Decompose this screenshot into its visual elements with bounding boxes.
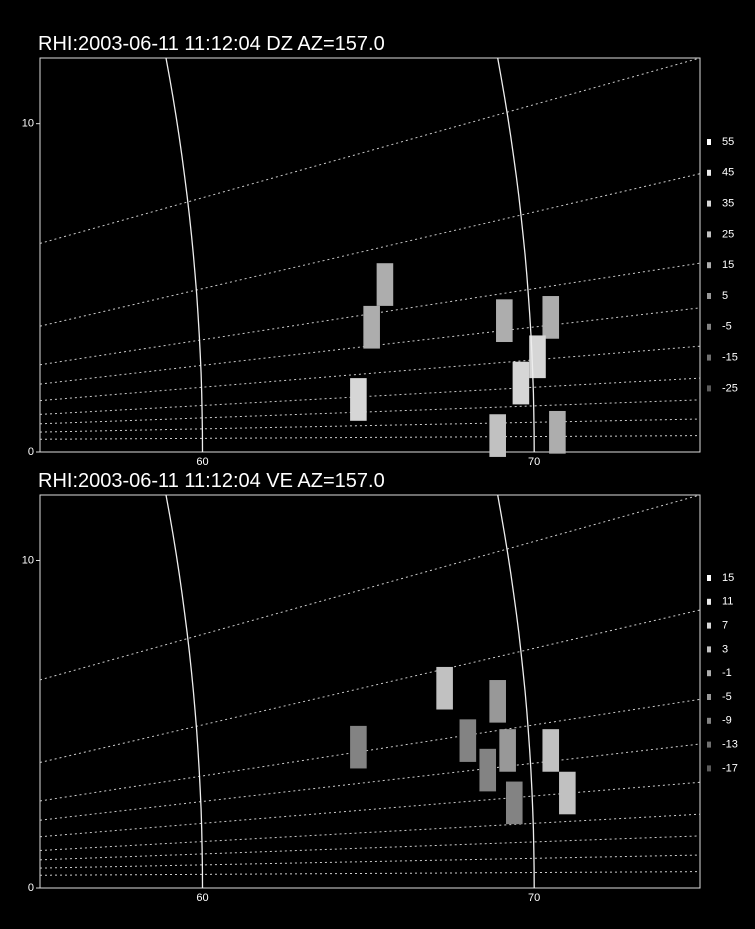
colorbar-label: -1 [722, 667, 732, 679]
colorbar-swatch [707, 670, 711, 676]
echo-cell [489, 680, 506, 723]
y-tick-label: 0 [28, 446, 34, 458]
echo-cell [542, 296, 559, 339]
colorbar-swatch [707, 231, 711, 237]
colorbar-label: 3 [722, 643, 728, 655]
colorbar-label: 15 [722, 572, 734, 584]
colorbar-label: 55 [722, 136, 734, 148]
colorbar-swatch [707, 293, 711, 299]
echo-cell [350, 378, 367, 421]
colorbar-label: -25 [722, 382, 738, 394]
echo-cell [506, 782, 523, 825]
background [0, 0, 755, 929]
y-tick-label: 10 [22, 554, 34, 566]
colorbar-label: -17 [722, 762, 738, 774]
colorbar-label: -5 [722, 691, 732, 703]
chart-title: RHI:2003-06-11 11:12:04 VE AZ=157.0 [38, 470, 385, 492]
echo-cell [496, 299, 513, 342]
colorbar-swatch [707, 742, 711, 748]
echo-cell [436, 667, 453, 710]
x-tick-label: 60 [196, 892, 208, 904]
colorbar-swatch [707, 646, 711, 652]
colorbar-swatch [707, 623, 711, 629]
colorbar-swatch [707, 139, 711, 145]
echo-cell [499, 729, 516, 772]
y-tick-label: 0 [28, 882, 34, 894]
colorbar-label: 35 [722, 198, 734, 210]
colorbar-swatch [707, 201, 711, 207]
echo-cell [559, 772, 576, 815]
colorbar-label: 7 [722, 620, 728, 632]
colorbar-swatch [707, 170, 711, 176]
colorbar-swatch [707, 262, 711, 268]
echo-cell [489, 414, 506, 457]
echo-cell [542, 729, 559, 772]
echo-cell [350, 726, 367, 769]
echo-cell [363, 306, 380, 349]
x-tick-label: 70 [528, 456, 540, 468]
colorbar-label: -15 [722, 352, 738, 364]
colorbar-label: 25 [722, 228, 734, 240]
colorbar-swatch [707, 355, 711, 361]
echo-cell [460, 719, 477, 762]
colorbar-label: -5 [722, 321, 732, 333]
x-tick-label: 70 [528, 892, 540, 904]
colorbar-swatch [707, 385, 711, 391]
radar-screen: RHI:2003-06-11 11:12:04 DZ AZ=157.060700… [0, 0, 755, 929]
colorbar-swatch [707, 575, 711, 581]
echo-cell [377, 263, 394, 306]
colorbar-label: -9 [722, 715, 732, 727]
x-tick-label: 60 [196, 456, 208, 468]
y-tick-label: 10 [22, 118, 34, 130]
colorbar-label: 45 [722, 167, 734, 179]
echo-cell [479, 749, 496, 792]
colorbar-swatch [707, 718, 711, 724]
colorbar-label: 15 [722, 259, 734, 271]
colorbar-label: 11 [722, 596, 733, 608]
echo-cell [549, 411, 566, 454]
colorbar-swatch [707, 599, 711, 605]
colorbar-swatch [707, 694, 711, 700]
colorbar-swatch [707, 324, 711, 330]
colorbar-label: 5 [722, 290, 728, 302]
colorbar-swatch [707, 765, 711, 771]
colorbar-label: -13 [722, 739, 738, 751]
echo-cell [513, 362, 530, 405]
chart-title: RHI:2003-06-11 11:12:04 DZ AZ=157.0 [38, 33, 385, 55]
